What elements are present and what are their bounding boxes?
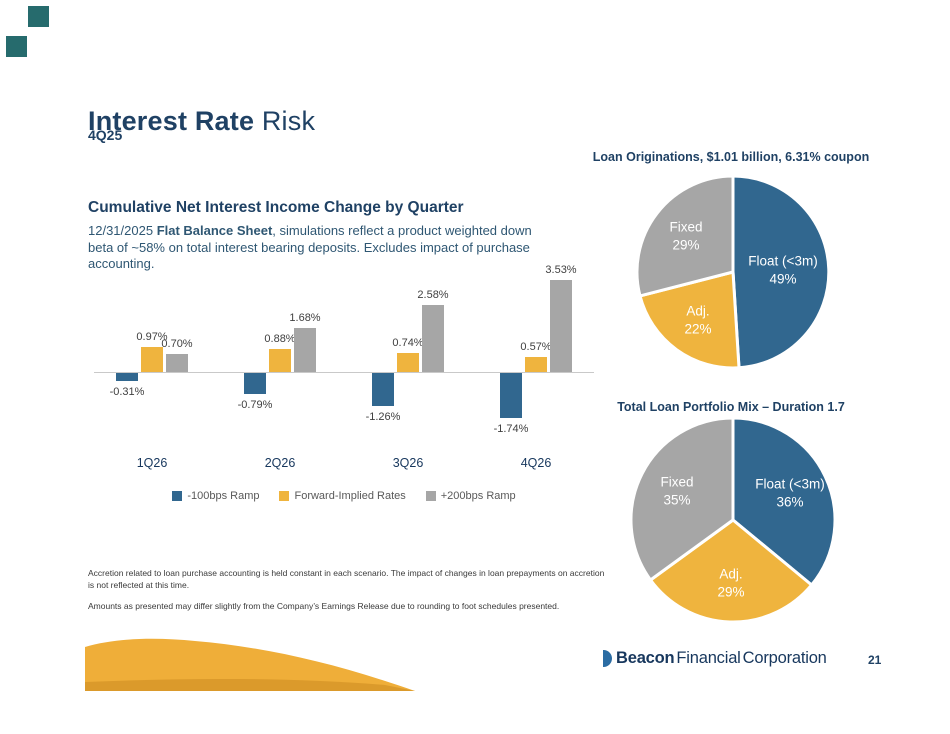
pie-label-text: Float (<3m) — [755, 476, 825, 492]
bar-200bps-ramp-1q26 — [166, 354, 188, 372]
pie-label-text: Float (<3m) — [748, 253, 818, 269]
bar-value-label-100bps-ramp-1q26: -0.31% — [109, 386, 145, 398]
desc-bold: Flat Balance Sheet — [156, 223, 273, 238]
decor-square-top — [28, 6, 49, 27]
bar-100bps-ramp-4q26 — [500, 373, 522, 418]
footnote-1: Accretion related to loan purchase accou… — [88, 568, 605, 591]
pie2-labels: Float (<3m) 36% Adj. 29% Fixed 35% — [627, 414, 839, 626]
bar-value-label-100bps-ramp-4q26: -1.74% — [493, 423, 529, 435]
page-subtitle: 4Q25 — [88, 127, 123, 143]
pie-slice-float-3m — [731, 174, 831, 370]
legend-label-200bps-ramp: +200bps Ramp — [440, 490, 516, 502]
pie-label-value: 36% — [776, 494, 804, 509]
nii-bar-chart: -100bps Ramp Forward-Implied Rates +200bps… — [88, 258, 600, 518]
page-title: Interest Rate Risk — [88, 106, 315, 137]
desc-prefix: 12/31/2025 — [88, 223, 157, 238]
bar-100bps-ramp-2q26 — [244, 373, 266, 394]
bar-value-label-forward-implied-rates-2q26: 0.88% — [264, 333, 296, 345]
legend-label-100bps-ramp: -100bps Ramp — [187, 490, 260, 502]
pie2-title: Total Loan Portfolio Mix – Duration 1.7 — [617, 400, 845, 414]
pie-slice-fixed — [629, 416, 735, 582]
pie-label-float-3m: Float (<3m) 36% — [755, 475, 825, 510]
nii-section-heading: Cumulative Net Interest Income Change by… — [88, 198, 464, 216]
legend-label-forward-implied-rates: Forward-Implied Rates — [294, 490, 406, 502]
pie1-labels: Float (<3m) 49% Adj. 22% Fixed 29% — [633, 172, 833, 372]
pie-label-text: Adj. — [719, 566, 743, 582]
bar-forward-implied-rates-3q26 — [397, 353, 419, 372]
legend-swatch-100bps-ramp — [172, 491, 183, 501]
pie-label-fixed: Fixed 35% — [642, 473, 712, 508]
pie1-svg — [635, 174, 831, 370]
bar-value-label-100bps-ramp-3q26: -1.26% — [365, 411, 401, 423]
pie-label-adj: Adj. 29% — [696, 565, 766, 600]
pie-slice-adj — [649, 518, 814, 624]
pie-label-text: Fixed — [669, 219, 703, 235]
beacon-logo-icon — [603, 650, 612, 667]
bar-forward-implied-rates-4q26 — [525, 357, 547, 372]
bar-forward-implied-rates-2q26 — [269, 349, 291, 372]
bar-value-label-forward-implied-rates-3q26: 0.74% — [392, 337, 424, 349]
pie-slice-adj — [638, 270, 741, 370]
bar-100bps-ramp-3q26 — [372, 373, 394, 406]
bar-200bps-ramp-4q26 — [550, 280, 572, 372]
pie-label-value: 29% — [672, 237, 700, 252]
footnotes: Accretion related to loan purchase accou… — [88, 567, 610, 620]
page-number: 21 — [868, 653, 882, 667]
bar-value-label-forward-implied-rates-1q26: 0.97% — [136, 331, 168, 343]
pie1-chart: Float (<3m) 49% Adj. 22% Fixed 29% — [633, 172, 833, 372]
pie-label-value: 49% — [769, 271, 797, 286]
logo-word-beacon: Beacon — [616, 649, 675, 667]
pie-label-text: Adj. — [686, 303, 710, 319]
legend-item-100bps-ramp: -100bps Ramp — [172, 490, 259, 502]
pie-label-value: 35% — [663, 492, 691, 507]
bar-value-label-100bps-ramp-2q26: -0.79% — [237, 399, 273, 411]
x-axis-label-3q26: 3Q26 — [392, 456, 424, 470]
pie2-chart: Float (<3m) 36% Adj. 29% Fixed 35% — [627, 414, 839, 626]
pie-label-float-3m: Float (<3m) 49% — [748, 252, 818, 287]
page-title-bold: Interest Rate — [88, 106, 255, 137]
pie2-svg — [629, 416, 837, 624]
bar-value-label-forward-implied-rates-4q26: 0.57% — [520, 341, 552, 353]
pie-slice-float-3m — [731, 416, 837, 587]
gold-swoosh-graphic — [85, 638, 415, 691]
logo-word-financial: Financial — [676, 649, 741, 667]
pie-label-text: Fixed — [660, 474, 694, 490]
bar-100bps-ramp-1q26 — [116, 373, 138, 381]
bar-200bps-ramp-3q26 — [422, 305, 444, 372]
bar-value-label-200bps-ramp-1q26: 0.70% — [161, 338, 193, 350]
decor-square-left — [6, 36, 27, 57]
bar-200bps-ramp-2q26 — [294, 328, 316, 372]
pie-label-adj: Adj. 22% — [663, 302, 733, 337]
pie1-title: Loan Originations, $1.01 billion, 6.31% … — [592, 150, 870, 164]
legend-item-forward-implied-rates: Forward-Implied Rates — [279, 490, 406, 502]
company-logo: Beacon Financial Corporation — [603, 649, 827, 668]
pie-label-value: 22% — [684, 321, 712, 336]
bar-value-label-200bps-ramp-4q26: 3.53% — [545, 264, 577, 276]
pie-label-value: 29% — [717, 584, 745, 599]
footnote-2: Amounts as presented may differ slightly… — [88, 600, 560, 611]
pie-label-fixed: Fixed 29% — [651, 218, 721, 253]
legend-swatch-forward-implied-rates — [279, 491, 290, 501]
x-axis-label-4q26: 4Q26 — [520, 456, 552, 470]
legend-swatch-200bps-ramp — [425, 491, 436, 501]
page-title-light: Risk — [254, 106, 316, 137]
x-axis-label-1q26: 1Q26 — [136, 456, 168, 470]
nii-section-description: 12/31/2025 Flat Balance Sheet, simulatio… — [88, 223, 536, 273]
x-axis-label-2q26: 2Q26 — [264, 456, 296, 470]
bar-chart-legend: -100bps Ramp Forward-Implied Rates +200bps… — [88, 490, 600, 502]
legend-item-200bps-ramp: +200bps Ramp — [425, 490, 516, 502]
bar-forward-implied-rates-1q26 — [141, 347, 163, 372]
desc-suffix: , simulations reflect a product weighted… — [88, 223, 532, 272]
bar-value-label-200bps-ramp-3q26: 2.58% — [417, 289, 449, 301]
logo-word-corporation: Corporation — [742, 649, 827, 667]
pie-slice-fixed — [635, 174, 735, 298]
bar-value-label-200bps-ramp-2q26: 1.68% — [289, 312, 321, 324]
x-axis-zero-line — [94, 372, 594, 373]
